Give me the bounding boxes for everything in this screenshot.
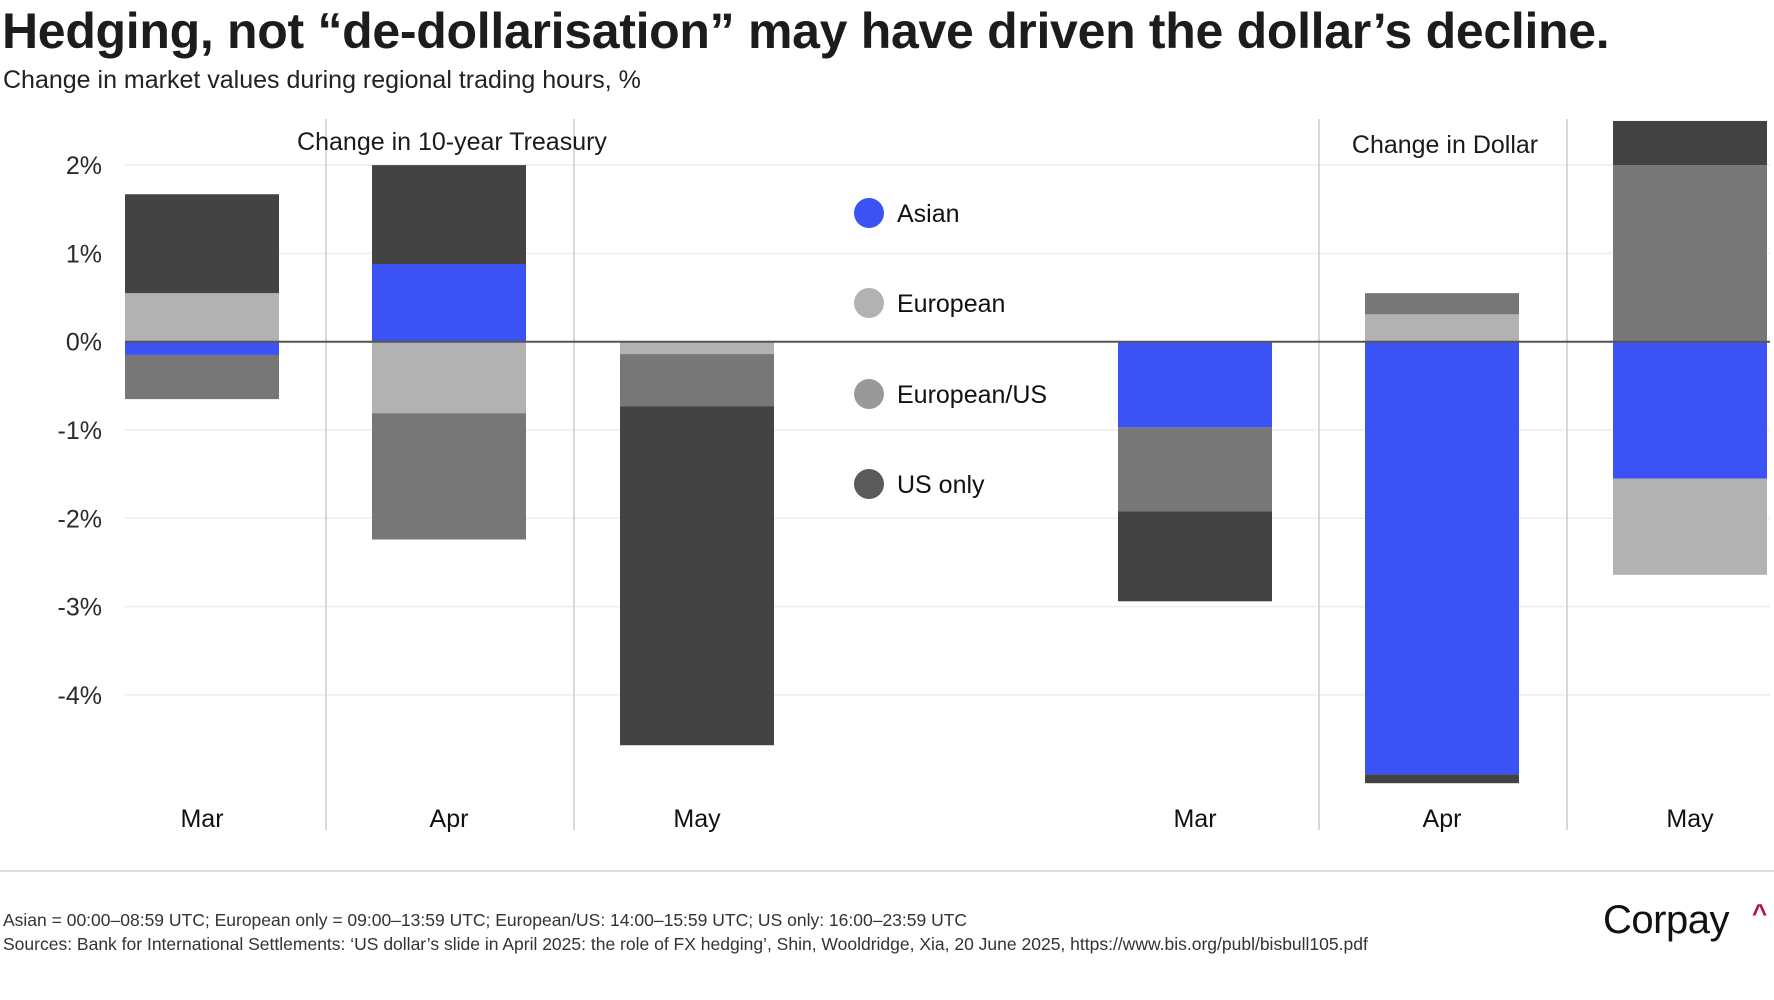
legend-label: Asian — [897, 200, 960, 228]
category-separators — [325, 119, 1568, 830]
bar-segment-european — [1613, 478, 1767, 575]
legend-swatch-icon — [854, 379, 884, 409]
legend-label: European/US — [897, 381, 1047, 409]
y-tick-label: -1% — [58, 417, 102, 445]
bar-segment-european — [372, 341, 526, 414]
bar-segment-asian — [1613, 341, 1767, 479]
bar-segment-asian — [372, 263, 526, 342]
legend-swatch-icon — [854, 288, 884, 318]
x-axis-label: Apr — [430, 805, 469, 833]
legend-swatch-icon — [854, 469, 884, 499]
bar-segment-asian — [1365, 341, 1519, 775]
bar-segment-us-only — [125, 194, 279, 294]
panel-titles: Change in 10-year Treasury Change in Dol… — [297, 128, 1538, 159]
y-tick-label: 1% — [66, 240, 102, 268]
x-axis-label: May — [1666, 805, 1714, 833]
bar-segment-us-only — [1118, 511, 1272, 602]
y-tick-label: 2% — [66, 152, 102, 180]
logo-caret-icon: ^ — [1752, 898, 1768, 928]
x-axis-label: Mar — [180, 805, 223, 833]
legend-label: US only — [897, 471, 985, 499]
footer-sources: Sources: Bank for International Settleme… — [3, 934, 1368, 954]
bar-segment-asian — [1118, 341, 1272, 428]
legend-item: Asian — [854, 198, 960, 228]
bar-segment-european — [125, 293, 279, 342]
bar-segment-european-us — [1365, 293, 1519, 315]
x-axis-labels: Mar Apr May Mar Apr May — [180, 805, 1714, 833]
y-tick-label: -2% — [58, 505, 102, 533]
bar-segment-european-us — [372, 413, 526, 540]
chart-subtitle: Change in market values during regional … — [3, 66, 641, 94]
bar-segment-us-only — [1613, 120, 1767, 166]
footer-note: Asian = 00:00–08:59 UTC; European only =… — [3, 910, 968, 930]
bar-segment-us-only — [1365, 774, 1519, 784]
bar-segment-european — [1365, 314, 1519, 342]
bar-segment-asian — [125, 341, 279, 355]
x-axis-label: Apr — [1423, 805, 1462, 833]
bar-segment-european-us — [1613, 165, 1767, 342]
x-axis-label: Mar — [1173, 805, 1216, 833]
bar-segment-european-us — [620, 354, 774, 407]
y-tick-label: -3% — [58, 594, 102, 622]
corpay-logo: Corpay — [1603, 898, 1729, 942]
y-tick-label: 0% — [66, 329, 102, 357]
legend-label: European — [897, 290, 1005, 318]
legend-item: European — [854, 288, 1005, 318]
y-tick-label: -4% — [58, 682, 102, 710]
panel-title-dollar: Change in Dollar — [1352, 131, 1538, 159]
legend-item: European/US — [854, 379, 1047, 409]
footer-divider — [0, 870, 1774, 872]
y-axis-ticks: 2% 1% 0% -1% -2% -3% -4% — [58, 152, 102, 710]
panel-title-treasury: Change in 10-year Treasury — [297, 128, 607, 156]
x-axis-label: May — [673, 805, 721, 833]
gridlines — [125, 164, 1770, 696]
legend: Asian European European/US US only — [854, 198, 1047, 499]
bar-segment-european-us — [125, 354, 279, 400]
legend-swatch-icon — [854, 198, 884, 228]
bar-segment-european-us — [1118, 427, 1272, 512]
bar-segment-us-only — [372, 165, 526, 264]
bar-segment-european — [620, 341, 774, 355]
bars — [125, 120, 1767, 784]
bar-segment-us-only — [620, 406, 774, 746]
legend-item: US only — [854, 469, 985, 499]
chart-title: Hedging, not “de-dollarisation” may have… — [2, 3, 1610, 59]
stacked-bar-chart: 2% 1% 0% -1% -2% -3% -4% Mar Apr May Mar Apr May Ch… — [58, 119, 1770, 833]
